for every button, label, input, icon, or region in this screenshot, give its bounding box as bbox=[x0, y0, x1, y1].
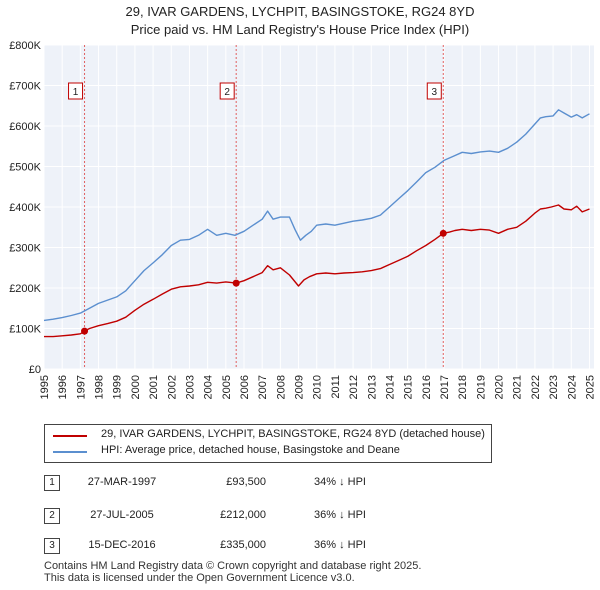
sale-point bbox=[439, 229, 447, 237]
price-chart: £0 £100K £200K £300K £400K £500K £600K £700K £80… bbox=[9, 40, 596, 399]
sale-marker-box: 2 bbox=[219, 82, 235, 100]
x-tick-label: 2016 bbox=[421, 375, 433, 399]
transaction-price: £335,000 bbox=[220, 539, 266, 551]
transaction-hpi-diff: 36% ↓ HPI bbox=[314, 539, 366, 551]
x-tick-label: 2000 bbox=[130, 375, 142, 399]
x-tick-label: 2012 bbox=[348, 375, 360, 399]
x-tick-label: 2017 bbox=[439, 375, 451, 399]
x-tick-label: 2023 bbox=[548, 375, 560, 399]
x-tick-label: 2001 bbox=[148, 375, 160, 399]
sale-marker-label: 1 bbox=[73, 87, 79, 98]
transaction-date: 27-JUL-2005 bbox=[90, 509, 154, 521]
x-tick-label: 2024 bbox=[566, 375, 578, 399]
x-tick-label: 2022 bbox=[530, 375, 542, 399]
transaction-number-badge: 2 bbox=[44, 508, 60, 524]
y-tick-label: £100K bbox=[9, 324, 41, 336]
y-tick-label: £500K bbox=[9, 162, 41, 174]
series-line-property bbox=[44, 204, 590, 338]
x-tick-label: 2020 bbox=[494, 375, 506, 399]
x-tick-label: 2014 bbox=[384, 375, 396, 399]
transaction-hpi-diff: 34% ↓ HPI bbox=[314, 476, 366, 488]
x-tick-label: 2015 bbox=[403, 375, 415, 399]
x-tick-label: 1999 bbox=[112, 375, 124, 399]
y-tick-label: £300K bbox=[9, 243, 41, 255]
transaction-date: 15-DEC-2016 bbox=[88, 539, 156, 551]
sale-marker-box-border bbox=[68, 82, 84, 100]
transaction-date: 27-MAR-1997 bbox=[87, 476, 157, 488]
x-tick-label: 2013 bbox=[366, 375, 378, 399]
transaction-hpi-diff: 36% ↓ HPI bbox=[314, 509, 366, 521]
x-tick-label: 1995 bbox=[39, 375, 51, 399]
x-tick-label: 2009 bbox=[294, 375, 306, 399]
table-row: 1 27-MAR-1997 £93,500 34% ↓ HPI bbox=[0, 475, 600, 495]
footer-copyright: Contains HM Land Registry data © Crown c… bbox=[44, 560, 422, 572]
x-tick-label: 2004 bbox=[203, 375, 215, 399]
x-tick-label: 2018 bbox=[457, 375, 469, 399]
y-tick-label: £800K bbox=[9, 40, 41, 52]
x-tick-label: 2025 bbox=[584, 375, 596, 399]
sale-marker-box-border bbox=[426, 82, 442, 100]
legend: 29, IVAR GARDENS, LYCHPIT, BASINGSTOKE, … bbox=[44, 424, 492, 463]
x-tick-label: 2011 bbox=[330, 375, 342, 399]
x-tick-label: 2010 bbox=[312, 375, 324, 399]
footer-licence: This data is licensed under the Open Gov… bbox=[44, 572, 355, 584]
table-row: 2 27-JUL-2005 £212,000 36% ↓ HPI bbox=[0, 508, 600, 528]
x-tick-label: 2021 bbox=[512, 375, 524, 399]
legend-swatch-property bbox=[53, 435, 87, 437]
x-tick-label: 2019 bbox=[475, 375, 487, 399]
y-tick-label: £0 bbox=[29, 364, 41, 376]
sale-point bbox=[81, 327, 89, 335]
sale-marker-box: 1 bbox=[68, 82, 84, 100]
x-tick-label: 2003 bbox=[184, 375, 196, 399]
x-tick-label: 2005 bbox=[221, 375, 233, 399]
y-tick-label: £400K bbox=[9, 202, 41, 214]
legend-label-property: 29, IVAR GARDENS, LYCHPIT, BASINGSTOKE, … bbox=[101, 428, 485, 440]
legend-label-hpi: HPI: Average price, detached house, Basi… bbox=[101, 444, 400, 456]
y-tick-label: £600K bbox=[9, 121, 41, 133]
x-tick-label: 2007 bbox=[257, 375, 269, 399]
x-tick-label: 2008 bbox=[275, 375, 287, 399]
table-row: 3 15-DEC-2016 £335,000 36% ↓ HPI bbox=[0, 538, 600, 558]
chart-title: 29, IVAR GARDENS, LYCHPIT, BASINGSTOKE, … bbox=[125, 4, 475, 19]
sale-point bbox=[232, 279, 240, 287]
y-tick-label: £200K bbox=[9, 283, 41, 295]
transaction-price: £212,000 bbox=[220, 509, 266, 521]
x-tick-label: 2002 bbox=[166, 375, 178, 399]
x-tick-label: 1998 bbox=[94, 375, 106, 399]
chart-subtitle: Price paid vs. HM Land Registry's House … bbox=[130, 22, 470, 37]
sale-marker-box: 3 bbox=[426, 82, 442, 100]
sale-marker-label: 3 bbox=[431, 87, 437, 98]
y-tick-label: £700K bbox=[9, 81, 41, 93]
transaction-number-badge: 3 bbox=[44, 538, 60, 554]
x-tick-label: 1997 bbox=[75, 375, 87, 399]
legend-swatch-hpi bbox=[53, 451, 87, 453]
series-line-hpi bbox=[43, 109, 590, 322]
transaction-price: £93,500 bbox=[226, 476, 266, 488]
sale-marker-label: 2 bbox=[224, 87, 230, 98]
transaction-number-badge: 1 bbox=[44, 475, 60, 491]
sale-marker-box-border bbox=[219, 82, 235, 100]
x-tick-label: 1996 bbox=[57, 375, 69, 399]
x-tick-label: 2006 bbox=[239, 375, 251, 399]
